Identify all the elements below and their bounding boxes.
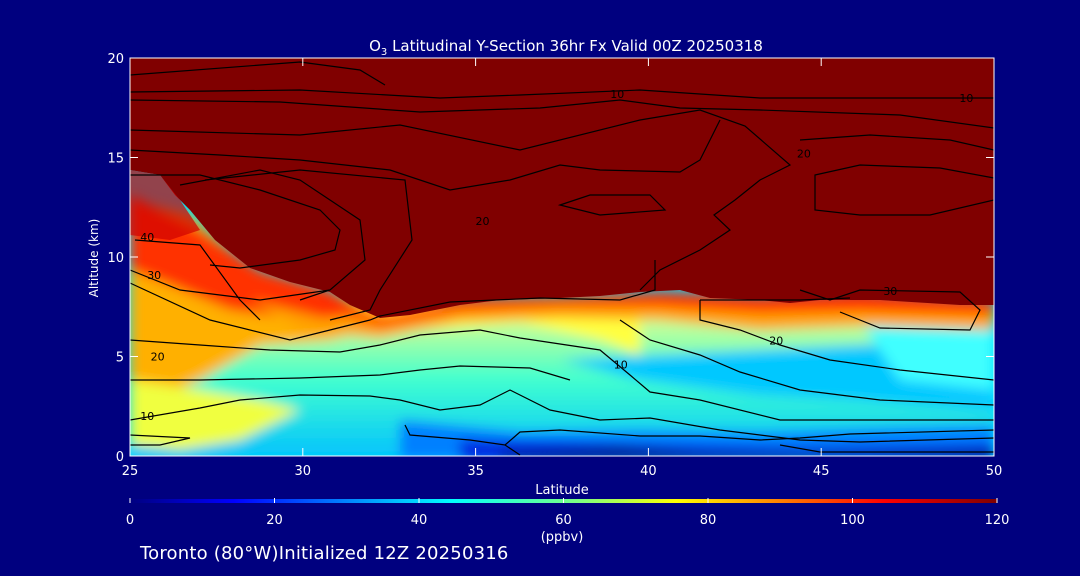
plot-area <box>130 58 994 456</box>
contour-label: 10 <box>610 88 624 101</box>
colorbar-tick-label: 100 <box>840 513 865 528</box>
contour-label: 20 <box>476 215 490 228</box>
x-tick-label: 35 <box>467 464 484 479</box>
colorbar-ticks: 0 20 40 60 80 100 120 <box>126 498 1010 528</box>
colorbar-tick-label: 40 <box>411 513 428 528</box>
contour-label: 30 <box>147 269 161 282</box>
colorbar-tick-label: 80 <box>700 513 717 528</box>
y-tick-label: 15 <box>107 152 124 167</box>
y-tick-label: 0 <box>116 450 124 465</box>
colorbar-tick-label: 0 <box>126 513 134 528</box>
contour-label: 40 <box>140 231 154 244</box>
contour-label: 20 <box>797 148 811 161</box>
contour-lines <box>130 61 994 456</box>
contour-label: 30 <box>883 285 897 298</box>
contour-label: 20 <box>769 335 783 348</box>
colorbar-tick-label: 60 <box>555 513 572 528</box>
footer-caption: Toronto (80°W)Initialized 12Z 20250316 <box>140 543 509 564</box>
contour-label: 10 <box>959 92 973 105</box>
x-tick-label: 25 <box>122 464 139 479</box>
x-tick-label: 45 <box>813 464 830 479</box>
x-axis-label: Latitude <box>535 483 589 498</box>
colorbar-tick-label: 120 <box>985 513 1010 528</box>
stratosphere-region <box>130 58 994 318</box>
contour-label: 10 <box>140 410 154 423</box>
y-tick-label: 20 <box>107 52 124 67</box>
x-tick-label: 30 <box>295 464 312 479</box>
y-axis-label: Altitude (km) <box>87 219 101 298</box>
contour-label: 20 <box>151 351 165 364</box>
x-tick-label: 50 <box>986 464 1003 479</box>
y-tick-label: 5 <box>116 351 124 366</box>
y-axis: 0 5 10 15 20 <box>107 52 994 465</box>
contour-label: 10 <box>614 358 628 371</box>
y-tick-label: 10 <box>107 251 124 266</box>
colorbar-tick-label: 20 <box>266 513 283 528</box>
colorbar-unit-label: (ppbv) <box>541 530 584 545</box>
x-axis: 25 30 35 40 45 50 <box>122 58 1003 479</box>
x-tick-label: 40 <box>640 464 657 479</box>
chart-title: O3 Latitudinal Y-Section 36hr Fx Valid 0… <box>369 37 763 58</box>
contour-labels: 10 10 20 20 40 30 30 20 20 10 10 <box>140 88 973 423</box>
